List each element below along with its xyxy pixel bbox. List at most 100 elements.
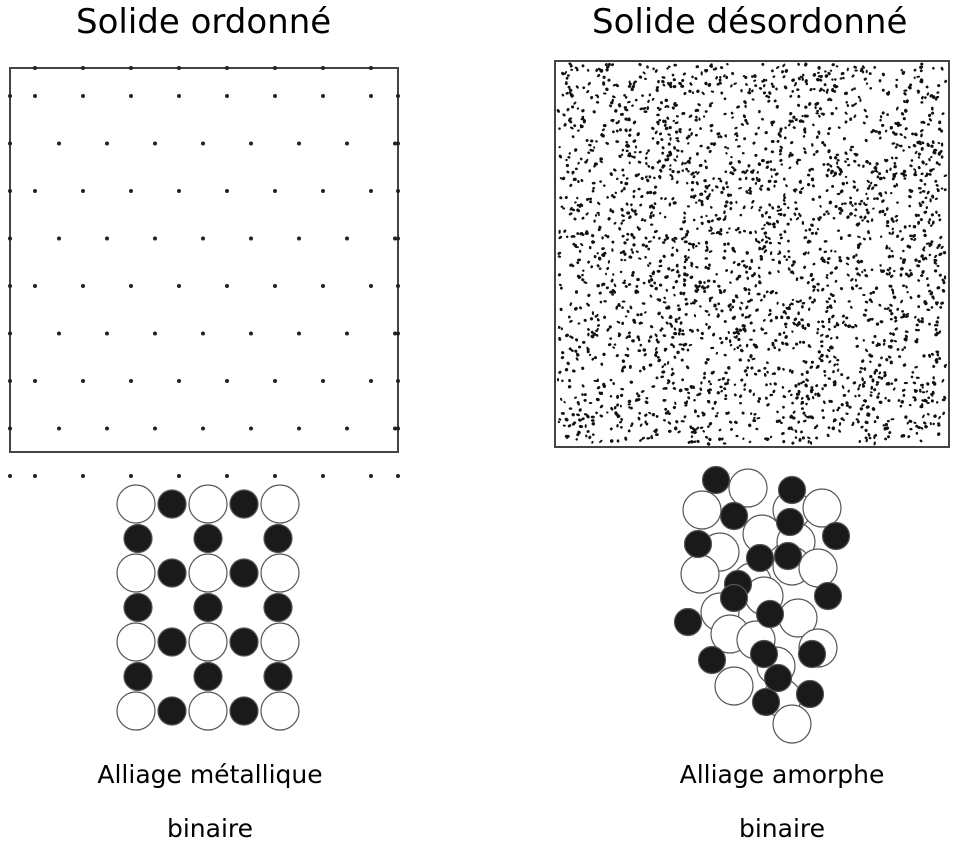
atom-dot (576, 433, 580, 437)
atom-dot (927, 289, 932, 293)
atom-dot (743, 137, 747, 141)
atom-dot (812, 153, 816, 156)
atom-dot (878, 176, 883, 181)
atom-dot (804, 414, 807, 417)
atom-dot (852, 185, 857, 189)
lattice-site (249, 331, 253, 336)
atom-dot (812, 285, 817, 289)
atom-dot (676, 139, 680, 143)
atom-dot (624, 315, 628, 318)
atom-dot (565, 81, 568, 84)
atom-dot (576, 232, 580, 235)
atom-dot (742, 264, 746, 268)
atom-dot (926, 382, 930, 386)
atom-dot (854, 323, 858, 328)
atom-dot (673, 158, 677, 162)
atom-dot (609, 439, 614, 443)
atom-dot (782, 75, 786, 79)
atom-dot (850, 145, 855, 149)
atom-dot (710, 90, 715, 93)
atom-dot (705, 214, 708, 218)
atom-dot (909, 272, 913, 277)
atom-dot (821, 387, 824, 391)
atom-dot (806, 173, 811, 177)
atom-dot (751, 75, 754, 78)
atom-dot (735, 228, 738, 232)
atom-dot (583, 413, 588, 416)
atom-dot (879, 264, 882, 267)
atom-dot (906, 421, 909, 425)
atom-dot (845, 404, 849, 407)
atom-dot (686, 229, 690, 234)
atom-dot (586, 68, 590, 72)
atom-dot (677, 332, 681, 336)
atom-dot (574, 167, 578, 171)
atom-dot (748, 186, 752, 190)
atom-dot (672, 201, 677, 205)
atom-dot (921, 95, 924, 100)
atom-dot (788, 166, 792, 170)
atom-dot (818, 216, 822, 220)
atom-dot (643, 311, 647, 314)
atom-dot (579, 306, 582, 310)
atom-dot (879, 320, 884, 324)
atom-dot (728, 420, 733, 424)
atom-dot (819, 340, 824, 343)
light-atom (802, 488, 842, 528)
atom-dot (899, 123, 902, 127)
atom-dot (708, 250, 713, 253)
lattice-site (273, 189, 277, 193)
atom-dot (729, 171, 732, 174)
atom-dot (818, 195, 822, 199)
atom-dot (762, 84, 766, 88)
atom-dot (885, 91, 890, 96)
atom-dot (744, 176, 748, 180)
atom-dot (781, 385, 785, 389)
atom-dot (655, 86, 659, 90)
atom-dot (689, 82, 693, 86)
atom-dot (628, 215, 632, 220)
lattice-site (33, 94, 37, 98)
lattice-site (177, 379, 181, 383)
atom-dot (934, 254, 938, 259)
atom-dot (668, 202, 672, 207)
atom-dot (822, 112, 825, 116)
atom-dot (809, 440, 813, 445)
atom-dot (578, 205, 582, 208)
atom-dot (779, 421, 783, 424)
atom-dot (661, 151, 665, 155)
atom-dot (895, 219, 899, 222)
atom-dot (830, 399, 833, 404)
atom-dot (729, 343, 733, 347)
light-atom (772, 704, 812, 744)
atom-dot (837, 126, 841, 129)
atom-dot (625, 202, 629, 206)
atom-dot (630, 208, 634, 212)
atom-dot (754, 345, 759, 349)
atom-dot (598, 225, 602, 229)
atom-dot (561, 176, 566, 181)
atom-dot (753, 74, 757, 78)
atom-dot (683, 219, 687, 224)
atom-dot (937, 423, 941, 427)
atom-dot (685, 232, 689, 237)
atom-dot (868, 184, 871, 188)
atom-dot (622, 281, 626, 285)
atom-dot (876, 395, 880, 399)
atom-dot (807, 415, 811, 419)
atom-dot (608, 63, 611, 67)
atom-dot (935, 184, 939, 187)
atom-dot (680, 149, 684, 153)
atom-dot (620, 258, 623, 262)
atom-dot (760, 158, 765, 163)
dark-atom (229, 489, 259, 519)
atom-dot (766, 403, 770, 407)
atom-dot (743, 388, 746, 391)
atom-dot (777, 366, 780, 371)
atom-dot (877, 130, 882, 135)
atom-dot (826, 433, 830, 438)
atom-dot (826, 284, 830, 287)
atom-dot (614, 191, 618, 195)
atom-dot (605, 141, 610, 145)
atom-dot (880, 356, 883, 360)
